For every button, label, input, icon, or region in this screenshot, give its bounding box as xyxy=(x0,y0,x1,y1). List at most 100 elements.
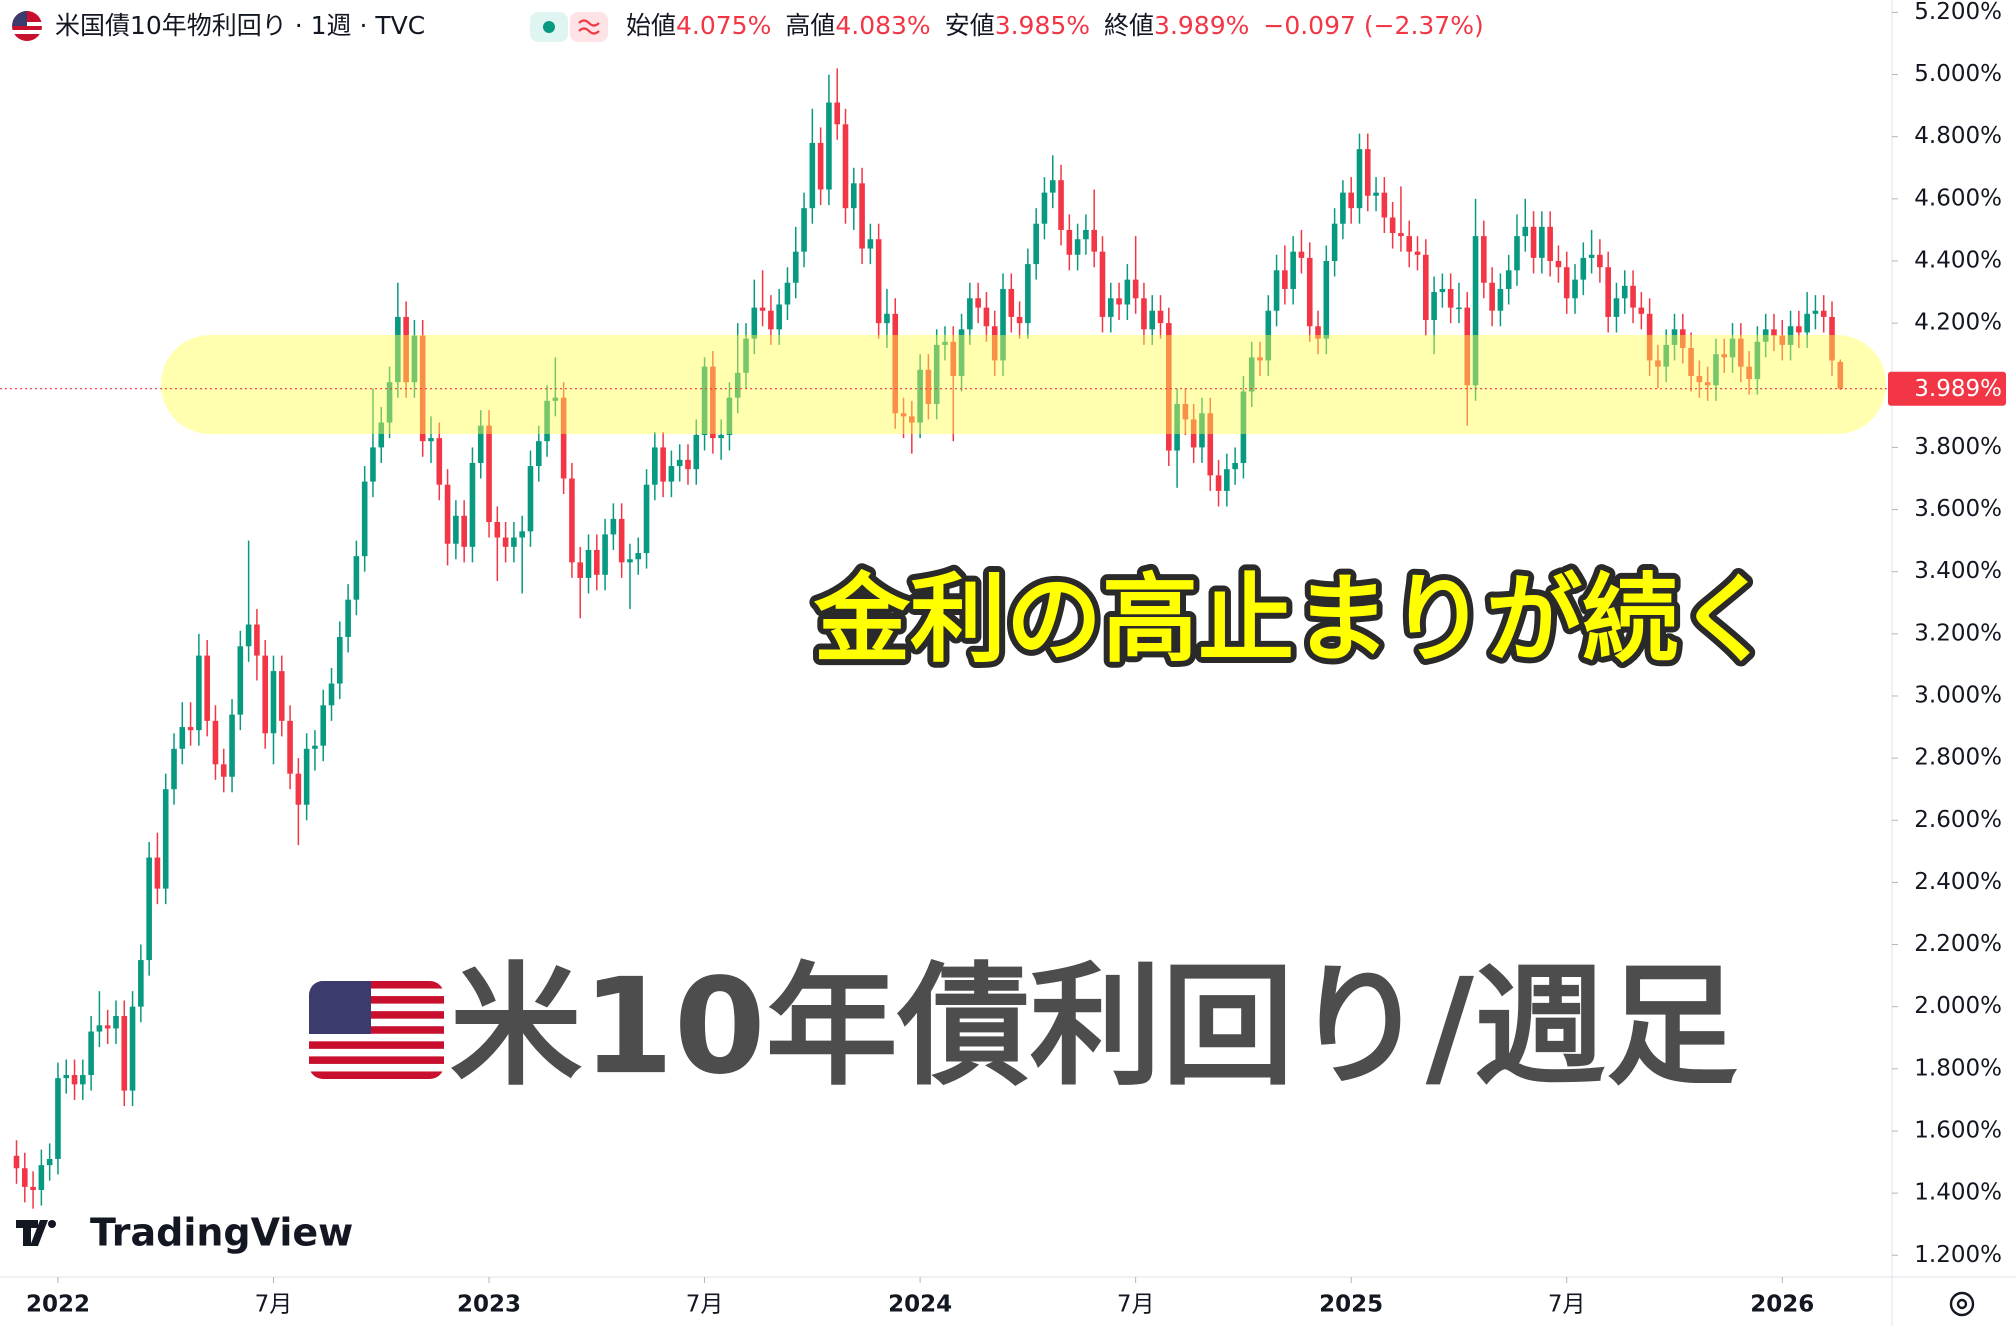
candle-body xyxy=(453,515,459,544)
candle-body xyxy=(784,282,791,305)
candle-body xyxy=(1174,403,1180,451)
candle-body xyxy=(1547,226,1553,261)
candle-body xyxy=(1091,229,1097,252)
y-tick-label: 1.400% xyxy=(1914,1180,2002,1206)
candle-body xyxy=(875,239,882,324)
candle-body xyxy=(1049,180,1056,193)
candle-body xyxy=(171,748,177,790)
settings-icon[interactable] xyxy=(1949,1291,1975,1317)
candle-body xyxy=(287,720,293,774)
candle-body xyxy=(643,484,650,554)
candle-body xyxy=(685,459,691,470)
annotation-title: 米10年債利回り/週足 xyxy=(450,950,1738,1104)
candle-body xyxy=(602,534,608,575)
candle-body xyxy=(942,341,948,345)
candle-body xyxy=(1248,357,1255,392)
candle-body xyxy=(1190,419,1197,448)
candle-body xyxy=(187,727,194,731)
candle-body xyxy=(46,1158,53,1166)
candle-body xyxy=(96,1025,103,1032)
candle-body xyxy=(1199,413,1205,448)
flag-stripe xyxy=(309,1056,444,1064)
candle-body xyxy=(1273,270,1280,311)
ohlc-value: 3.989% xyxy=(1154,11,1249,40)
brand-text: TradingView xyxy=(90,1211,353,1255)
x-tick-label: 2025 xyxy=(1319,1292,1383,1318)
candle-body xyxy=(1373,192,1379,196)
candle-body xyxy=(1820,310,1827,317)
candle-body xyxy=(1356,149,1363,209)
highlight-band xyxy=(161,335,1886,434)
y-tick-label: 3.000% xyxy=(1914,682,2002,708)
y-tick-label: 1.200% xyxy=(1914,1242,2002,1268)
candle-body xyxy=(1315,326,1321,339)
candle-body xyxy=(1563,267,1570,299)
flag-stripe xyxy=(309,1011,444,1019)
candle-body xyxy=(1530,226,1537,258)
candle-body xyxy=(535,441,542,467)
candle-body xyxy=(411,335,418,383)
brand-logo: TradingView xyxy=(16,1211,353,1255)
x-tick-label: 2023 xyxy=(457,1292,521,1318)
candle-body xyxy=(1497,288,1504,311)
candle-body xyxy=(627,559,633,563)
status-dot xyxy=(543,21,555,33)
candle-body xyxy=(229,714,235,777)
candle-body xyxy=(386,382,393,423)
candle-body xyxy=(751,307,758,339)
candle-body xyxy=(1074,239,1081,255)
y-tick-label: 5.200% xyxy=(1914,0,2002,25)
candle-body xyxy=(345,599,351,637)
x-tick-label: 2026 xyxy=(1750,1292,1814,1318)
candle-body xyxy=(1464,307,1471,386)
candle-body xyxy=(1058,180,1064,230)
candle-body xyxy=(958,329,965,376)
candle-body xyxy=(1033,223,1039,265)
candle-body xyxy=(428,438,434,442)
candle-body xyxy=(743,338,749,373)
candle-body xyxy=(577,562,584,578)
y-tick-label: 2.200% xyxy=(1914,931,2002,957)
candle-body xyxy=(1348,192,1354,209)
candle-body xyxy=(63,1075,70,1079)
status-pill[interactable] xyxy=(570,12,608,42)
candle-body xyxy=(975,298,981,308)
candle-body xyxy=(892,313,899,414)
candle-body xyxy=(1141,298,1147,330)
y-tick-label: 4.800% xyxy=(1914,123,2002,149)
flag-stripe xyxy=(12,30,42,34)
candle-body xyxy=(701,366,708,435)
candle-body xyxy=(477,425,484,463)
candle-body xyxy=(295,773,302,805)
candle-body xyxy=(569,478,575,563)
ohlc-label: 高値 xyxy=(785,11,835,40)
candle-body xyxy=(13,1155,20,1169)
y-tick-label: 2.600% xyxy=(1914,807,2002,833)
candle-body xyxy=(154,857,161,889)
candle-body xyxy=(21,1168,28,1187)
candle-body xyxy=(933,344,940,404)
candle-body xyxy=(121,1016,128,1091)
candle-body xyxy=(55,1078,61,1159)
candle-body xyxy=(245,624,252,647)
y-tick-label: 1.800% xyxy=(1914,1055,2002,1081)
candle-body xyxy=(30,1186,36,1191)
candle-body xyxy=(1779,335,1786,345)
y-tick-label: 3.400% xyxy=(1914,558,2002,584)
candle-body xyxy=(1630,285,1636,308)
ohlc-legend: 始値4.075% 高値4.083% 安値3.985% 終値3.989% −0.097 (… xyxy=(626,11,1484,40)
y-tick-label: 1.600% xyxy=(1914,1117,2002,1143)
candle-body xyxy=(1514,236,1520,271)
flag-stripe xyxy=(309,996,444,1004)
candle-body xyxy=(1232,462,1238,470)
us-flag xyxy=(309,981,444,1079)
y-tick-label: 4.600% xyxy=(1914,185,2002,211)
candle-body xyxy=(511,537,517,547)
candle-body xyxy=(1646,313,1653,361)
candle-body xyxy=(1381,192,1388,218)
candle-body xyxy=(146,857,152,961)
candle-body xyxy=(693,434,700,470)
candle-body xyxy=(1008,288,1015,317)
candle-body xyxy=(884,313,890,324)
